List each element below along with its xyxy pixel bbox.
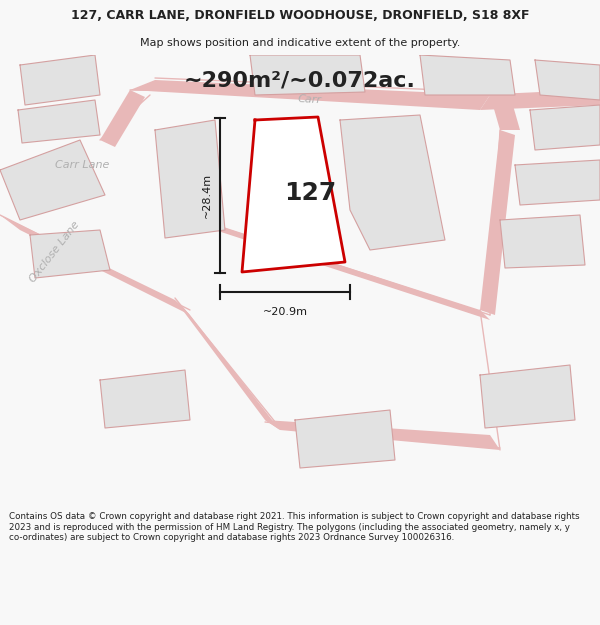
Polygon shape xyxy=(30,230,110,278)
Text: Oxclose Lane: Oxclose Lane xyxy=(28,219,82,284)
Polygon shape xyxy=(175,300,280,430)
Polygon shape xyxy=(500,215,585,268)
Polygon shape xyxy=(515,160,600,205)
Polygon shape xyxy=(20,55,100,105)
Polygon shape xyxy=(480,90,600,110)
Text: ~28.4m: ~28.4m xyxy=(202,173,212,218)
Polygon shape xyxy=(0,140,105,220)
Polygon shape xyxy=(480,365,575,428)
Text: 127: 127 xyxy=(284,181,336,205)
Text: Carr Lane: Carr Lane xyxy=(55,160,109,170)
Polygon shape xyxy=(420,55,515,95)
Polygon shape xyxy=(265,420,500,450)
Polygon shape xyxy=(200,220,490,320)
Text: ~20.9m: ~20.9m xyxy=(263,307,308,317)
Text: Contains OS data © Crown copyright and database right 2021. This information is : Contains OS data © Crown copyright and d… xyxy=(9,512,580,542)
Text: Carr: Carr xyxy=(298,94,322,106)
Text: 127, CARR LANE, DRONFIELD WOODHOUSE, DRONFIELD, S18 8XF: 127, CARR LANE, DRONFIELD WOODHOUSE, DRO… xyxy=(71,9,529,22)
Polygon shape xyxy=(250,55,365,95)
Polygon shape xyxy=(155,120,225,238)
Polygon shape xyxy=(480,130,515,315)
Text: Map shows position and indicative extent of the property.: Map shows position and indicative extent… xyxy=(140,38,460,48)
Polygon shape xyxy=(535,60,600,100)
Polygon shape xyxy=(340,115,445,250)
Polygon shape xyxy=(295,410,395,468)
Polygon shape xyxy=(130,80,490,110)
Polygon shape xyxy=(18,100,100,143)
Polygon shape xyxy=(100,90,145,147)
Polygon shape xyxy=(530,105,600,150)
Polygon shape xyxy=(242,117,345,272)
Polygon shape xyxy=(100,370,190,428)
Text: ~290m²/~0.072ac.: ~290m²/~0.072ac. xyxy=(184,70,416,90)
Polygon shape xyxy=(0,215,190,315)
Polygon shape xyxy=(490,95,520,130)
